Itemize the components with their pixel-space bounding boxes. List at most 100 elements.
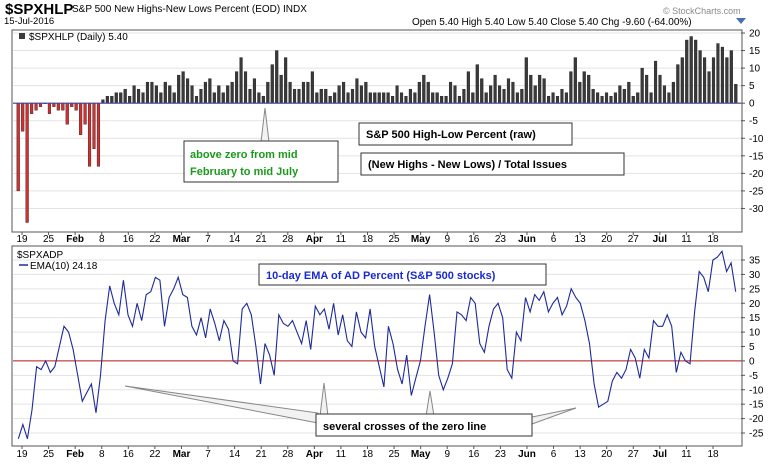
- x-tick-label: 23: [495, 234, 507, 245]
- hilo-ytick-label: 20: [749, 29, 761, 40]
- hilo-bar: [587, 74, 591, 104]
- ema-ytick-label: 20: [749, 299, 761, 310]
- x-tick-label: 11: [336, 234, 347, 245]
- hilo-ytick-label: -20: [749, 169, 764, 180]
- hilo-bar: [119, 92, 123, 104]
- hilo-bar: [413, 92, 417, 104]
- x-tick-label: 18: [362, 234, 374, 245]
- hilo-bar: [252, 78, 256, 104]
- hilo-bar: [145, 81, 150, 104]
- hilo-bar: [319, 88, 323, 104]
- hilo-bar: [440, 95, 444, 104]
- hilo-bar: [186, 78, 190, 104]
- hilo-bar: [582, 71, 586, 104]
- hilo-bar: [707, 71, 711, 104]
- x-tick-label: 21: [256, 234, 268, 245]
- hilo-bar: [87, 103, 92, 167]
- hilo-bar: [645, 74, 649, 104]
- hilo-ytick-label: -5: [749, 116, 758, 127]
- green-note-line1: above zero from mid: [190, 149, 298, 161]
- hilo-bar: [74, 103, 78, 111]
- hilo-bar: [114, 92, 118, 104]
- hilo-bar: [489, 85, 493, 104]
- hilo-bar: [662, 85, 667, 104]
- hilo-bar: [560, 88, 564, 104]
- x-tick-label: 16: [468, 234, 480, 245]
- hilo-bar: [123, 88, 127, 104]
- x-tick-label: 7: [205, 234, 211, 245]
- hilo-bar: [609, 95, 613, 104]
- hilo-bar: [257, 92, 261, 104]
- x-tick-label: Mar: [173, 234, 191, 245]
- x-tick-label: 25: [43, 234, 55, 245]
- hilo-bar: [457, 95, 462, 104]
- x-tick-label: 25: [43, 449, 55, 460]
- hilo-ytick-label: -10: [749, 134, 764, 145]
- x-axis-bottom: 19 25 Feb 8 16 22 Mar 7 14 21 28 Apr 11 18 25 May 9 16 23 J…: [16, 446, 719, 460]
- chart-symbol: $SPXHLP: [5, 1, 74, 18]
- hilo-bar: [212, 92, 216, 104]
- hilo-bar: [306, 81, 310, 104]
- x-tick-label: Apr: [306, 449, 323, 460]
- hilo-bar: [493, 74, 497, 104]
- hilo-bar: [685, 39, 689, 104]
- hilo-bar: [627, 81, 631, 104]
- x-tick-label: 14: [229, 234, 241, 245]
- hilo-bar: [163, 81, 167, 104]
- hilo-bar: [235, 71, 239, 104]
- hilo-ytick-label: -25: [749, 186, 764, 197]
- hilo-bar: [83, 103, 87, 125]
- hilo-bar: [689, 36, 693, 104]
- hilo-bar: [622, 88, 626, 104]
- hilo-bar: [542, 78, 546, 104]
- hilo-bar: [337, 85, 341, 104]
- hilo-bar: [431, 92, 435, 104]
- hilo-bar: [275, 50, 279, 104]
- ema-ytick-label: 35: [749, 256, 761, 267]
- x-tick-label: 8: [99, 234, 105, 245]
- hilo-bar: [47, 103, 51, 114]
- hilo-bar: [333, 92, 337, 104]
- hilo-bar: [328, 95, 332, 104]
- hilo-bar: [676, 64, 680, 104]
- hilo-bar: [395, 85, 399, 104]
- hilo-bar: [243, 71, 248, 104]
- hilo-bar: [30, 103, 34, 114]
- hilo-bar: [261, 95, 265, 104]
- hilo-bar: [279, 74, 283, 104]
- hilo-bar: [680, 57, 684, 104]
- hilo-bar: [703, 57, 707, 104]
- hilo-bar: [515, 92, 519, 104]
- hilo-bar: [368, 92, 372, 104]
- quote-dropdown-icon[interactable]: [736, 18, 746, 24]
- hilo-bar: [25, 103, 29, 223]
- crosses-note-box: [315, 413, 533, 437]
- hilo-bar: [137, 88, 141, 104]
- hilo-bar: [364, 81, 368, 104]
- hilo-bar: [551, 92, 555, 104]
- hilo-bar: [404, 95, 408, 104]
- hilo-y-axis: 20 15 10 5 0 -5 -10 -15 -20 -25 -30: [741, 29, 764, 215]
- hilo-bar: [324, 88, 328, 104]
- hilo-bar: [640, 67, 644, 104]
- hilo-bar: [248, 88, 252, 104]
- x-tick-label: 9: [444, 234, 450, 245]
- x-tick-label: 22: [149, 234, 161, 245]
- hilo-bar: [658, 74, 662, 104]
- hilo-bar: [533, 85, 537, 104]
- hilo-bar: [221, 92, 225, 104]
- hilo-bar: [653, 60, 658, 104]
- ema-ytick-label: 10: [749, 328, 761, 339]
- hilo-title-box: [358, 122, 573, 146]
- chart-date: 15-Jul-2016: [4, 16, 55, 27]
- x-tick-label: Apr: [306, 234, 323, 245]
- hilo-bar: [61, 103, 65, 111]
- hilo-bar: [453, 85, 457, 104]
- hilo-ytick-label: 15: [749, 46, 761, 57]
- hilo-ytick-label: 0: [749, 99, 755, 110]
- hilo-bar: [168, 85, 172, 104]
- hilo-bar: [484, 92, 488, 104]
- hilo-bar: [698, 50, 702, 104]
- hilo-bar: [239, 57, 243, 104]
